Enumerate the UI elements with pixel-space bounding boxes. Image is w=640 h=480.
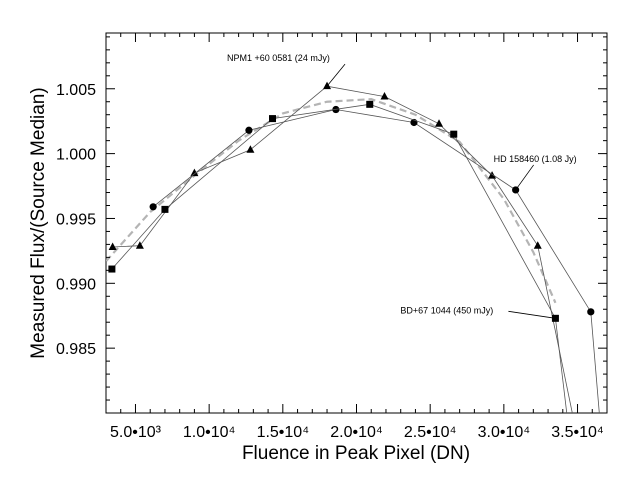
annotation-label: BD+67 1044 (450 mJy) [400,305,493,315]
data-point-triangle [533,241,542,249]
x-tick-label: 1.5•10⁴ [257,424,310,441]
data-point-triangle [323,81,332,90]
y-tick-label: 0.990 [56,276,96,293]
x-tick-label: 1.0•10⁴ [183,424,236,441]
x-axis-title: Fluence in Peak Pixel (DN) [242,443,470,464]
data-point-circle [149,203,157,211]
data-point-triangle [488,171,497,179]
y-axis-title: Measured Flux/(Source Median) [28,87,49,358]
data-point-square [450,130,458,138]
data-point-triangle [380,92,389,100]
x-tick-label: 2.5•10⁴ [404,424,457,441]
data-point-circle [245,126,253,134]
annotation-leader [515,164,534,191]
data-point-square [108,265,116,273]
annotation-square: BD+67 1044 (450 mJy) [400,305,556,319]
series-layer [108,81,603,420]
data-point-circle [587,308,595,316]
data-point-triangle [572,412,574,413]
fit-curve [106,98,557,304]
data-point-square [269,115,277,123]
data-point-circle [596,413,603,420]
annotation-label: HD 158460 (1.08 Jy) [494,154,577,164]
x-tick-label: 2.0•10⁴ [330,424,383,441]
data-point-square [564,413,571,420]
annotation-leader [326,63,346,87]
data-point-square [366,100,374,108]
y-tick-label: 0.995 [56,211,96,228]
series-triangle [108,81,574,413]
y-tick-label: 0.985 [56,341,96,358]
x-tick-label: 3.5•10⁴ [551,424,604,441]
annotation-triangle: NPM1 +60 0581 (24 mJy) [227,53,346,87]
annotation-layer: NPM1 +60 0581 (24 mJy) HD 158460 (1.08 Jy… [227,53,577,319]
plot-frame [105,32,608,414]
series-square [108,100,571,420]
x-tick-label: 3.0•10⁴ [478,424,531,441]
y-tick-label: 1.005 [56,82,96,99]
data-point-triangle [435,119,444,127]
data-point-square [161,205,169,213]
data-point-triangle [190,168,199,177]
annotation-leader [508,310,556,319]
data-point-triangle [135,241,144,249]
series-line-square [111,103,568,413]
axes-layer: 5.0•10³ 1.0•10⁴ 1.5•10⁴ 2.0•10⁴ 2.5•10⁴ 3.0•1… [56,33,608,441]
x-tick-label: 5.0•10³ [110,424,162,441]
annotation-circle: HD 158460 (1.08 Jy) [494,154,577,191]
annotation-label: NPM1 +60 0581 (24 mJy) [227,53,330,63]
series-line-triangle [112,85,573,413]
fit-curve-layer [106,98,557,304]
y-tick-label: 1.000 [56,147,96,164]
data-point-triangle [246,145,255,153]
data-point-triangle [108,242,117,250]
